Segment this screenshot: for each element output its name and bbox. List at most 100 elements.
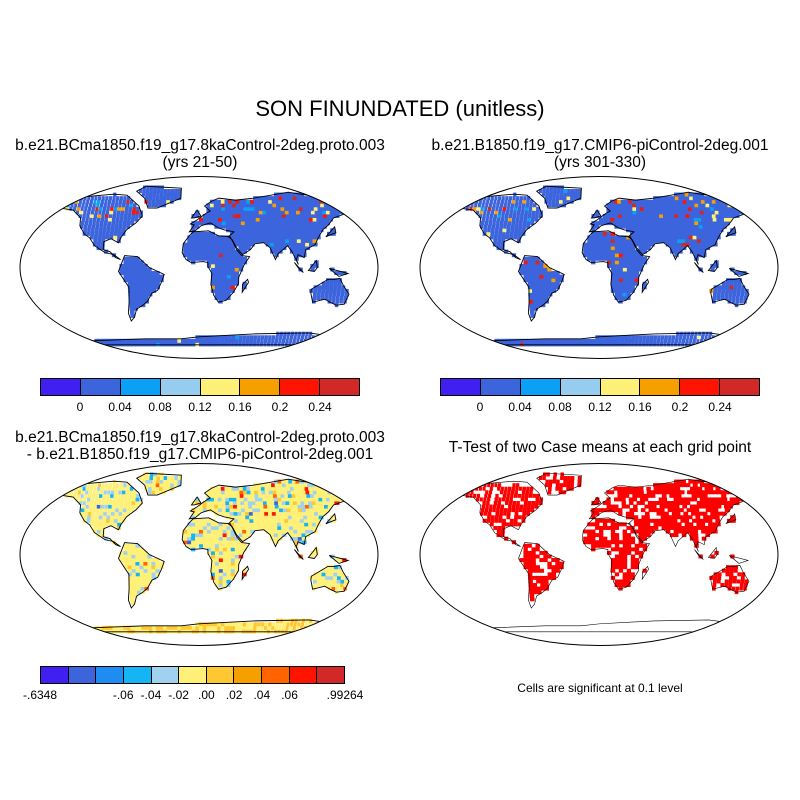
grid-cell xyxy=(703,497,709,502)
grid-cell xyxy=(591,522,596,527)
grid-cell xyxy=(276,206,282,211)
grid-cell xyxy=(692,338,696,343)
colorbar-tick-label: 0.24 xyxy=(708,400,732,414)
grid-cell xyxy=(326,622,330,627)
grid-cell xyxy=(488,221,493,226)
grid-cell xyxy=(684,522,690,527)
grid-cell xyxy=(139,561,144,566)
grid-cell xyxy=(218,572,224,577)
grid-cell xyxy=(313,629,317,634)
grid-cell xyxy=(731,299,736,304)
grid-cell xyxy=(117,206,122,211)
grid-cell xyxy=(696,210,701,215)
grid-cell xyxy=(690,331,695,336)
grid-cell xyxy=(275,511,281,516)
grid-cell xyxy=(460,199,464,204)
grid-cell xyxy=(217,504,223,509)
grid-cell xyxy=(245,338,250,343)
grid-cell xyxy=(732,206,738,211)
grid-cell xyxy=(618,238,623,243)
coastline xyxy=(588,478,762,552)
grid-cell xyxy=(299,210,305,215)
grid-cell xyxy=(277,242,283,247)
grid-cell xyxy=(724,296,728,301)
grid-cell xyxy=(662,497,668,502)
grid-cell xyxy=(653,518,658,523)
grid-cell xyxy=(487,228,491,233)
grid-cell xyxy=(591,246,596,251)
grid-cell xyxy=(141,338,146,343)
coastline xyxy=(536,472,582,496)
grid-cell xyxy=(552,479,557,484)
grid-cell xyxy=(274,253,279,258)
grid-cell xyxy=(729,210,735,215)
grid-cell xyxy=(499,203,504,208)
grid-cell xyxy=(710,554,715,559)
grid-cell xyxy=(210,572,216,577)
grid-cell xyxy=(127,263,132,268)
grid-cell xyxy=(239,206,245,211)
grid-cell xyxy=(609,199,615,204)
grid-cell xyxy=(210,217,215,222)
grid-cell xyxy=(732,338,736,343)
grid-cell xyxy=(721,224,727,229)
grid-cell xyxy=(162,483,167,488)
grid-cell xyxy=(95,493,99,498)
grid-cell xyxy=(528,210,532,215)
grid-cell xyxy=(656,196,662,201)
grid-cell xyxy=(131,561,136,566)
grid-cell xyxy=(116,625,121,630)
grid-cell xyxy=(499,508,504,513)
grid-cell xyxy=(325,210,332,215)
grid-cell xyxy=(556,185,561,190)
grid-cell xyxy=(531,575,537,580)
grid-cell xyxy=(704,213,710,218)
grid-cell xyxy=(639,490,644,495)
grid-cell xyxy=(80,511,84,516)
grid-cell xyxy=(705,203,711,208)
grid-cell xyxy=(673,522,678,527)
grid-cell xyxy=(649,231,654,236)
grid-cell xyxy=(599,242,604,247)
grid-cell xyxy=(482,213,486,218)
grid-cell xyxy=(516,500,520,505)
grid-cell xyxy=(156,189,161,193)
grid-cell xyxy=(136,206,140,211)
grid-cell xyxy=(524,210,528,215)
grid-cell xyxy=(534,217,539,222)
grid-cell xyxy=(337,568,342,573)
grid-cell xyxy=(187,246,192,251)
grid-cell xyxy=(226,253,232,258)
grid-cell xyxy=(577,189,582,193)
grid-cell xyxy=(733,288,737,293)
grid-cell xyxy=(523,256,528,261)
grid-cell xyxy=(344,199,350,204)
grid-cell xyxy=(294,331,298,336)
grid-cell xyxy=(548,486,552,491)
grid-cell xyxy=(634,281,639,286)
grid-cell xyxy=(708,525,714,530)
grid-cell xyxy=(332,625,336,630)
coastline xyxy=(325,512,337,525)
grid-cell xyxy=(539,271,544,276)
grid-cell xyxy=(606,338,611,343)
grid-cell xyxy=(706,224,712,229)
grid-cell xyxy=(622,572,627,577)
grid-cell xyxy=(622,281,628,286)
grid-cell xyxy=(166,199,171,204)
grid-cell xyxy=(246,490,252,495)
grid-cell xyxy=(121,228,126,233)
grid-cell xyxy=(518,508,523,513)
grid-cell xyxy=(618,242,624,247)
grid-cell xyxy=(536,296,541,301)
grid-cell xyxy=(314,224,319,229)
grid-cell xyxy=(602,518,608,523)
grid-cell xyxy=(104,199,108,204)
grid-cell xyxy=(698,493,704,498)
grid-cell xyxy=(137,338,143,343)
grid-cell xyxy=(312,522,317,527)
grid-cell xyxy=(87,493,92,498)
grid-cell xyxy=(539,568,545,573)
grid-cell xyxy=(652,508,657,513)
grid-cell xyxy=(480,224,484,229)
